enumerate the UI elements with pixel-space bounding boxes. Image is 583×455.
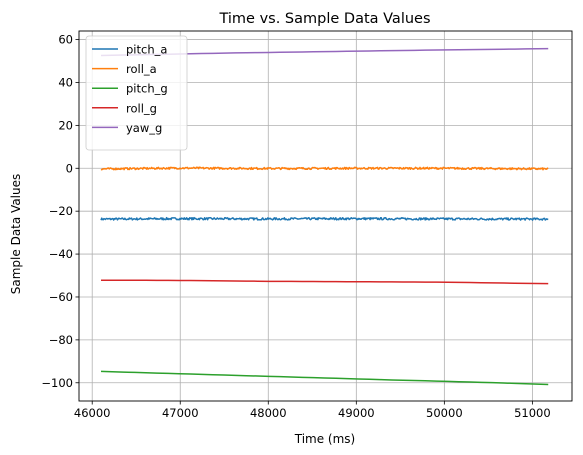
x-axis-ticks: 46000 47000 48000 49000 50000 51000 (74, 401, 551, 420)
y-axis-ticks: −100 −80 −60 −40 −20 0 20 40 60 (41, 33, 79, 390)
y-tick-label: 40 (58, 75, 73, 89)
y-tick-label: 0 (66, 161, 73, 175)
y-tick-label: 20 (58, 118, 73, 132)
legend-label-yaw_g: yaw_g (126, 121, 162, 135)
y-tick-label: 60 (58, 33, 73, 47)
x-tick-label: 49000 (338, 406, 375, 420)
y-tick-label: −100 (41, 376, 73, 390)
legend-label-pitch_g: pitch_g (126, 82, 168, 96)
series-line-pitch_g (100, 370, 549, 386)
y-tick-label: −40 (49, 247, 73, 261)
legend-label-roll_a: roll_a (126, 62, 157, 76)
chart-title: Time vs. Sample Data Values (218, 11, 430, 27)
plot-frame (78, 30, 573, 402)
series-line-roll_g (101, 279, 549, 285)
y-tick-label: −20 (49, 204, 73, 218)
legend: pitch_a roll_a pitch_g roll_g yaw_g (85, 35, 188, 151)
x-tick-label: 47000 (162, 406, 199, 420)
x-tick-label: 48000 (250, 406, 287, 420)
x-tick-label: 50000 (426, 406, 463, 420)
series-line-pitch_a (100, 216, 549, 221)
x-axis-label: Time (ms) (294, 432, 356, 446)
y-tick-label: −80 (49, 333, 73, 347)
legend-label-roll_g: roll_g (126, 101, 157, 115)
y-axis-label: Sample Data Values (9, 174, 23, 294)
series-layer (100, 47, 549, 386)
legend-box (85, 35, 188, 151)
x-tick-label: 46000 (74, 406, 111, 420)
series-line-roll_a (100, 166, 549, 171)
y-tick-label: −60 (49, 290, 73, 304)
legend-label-pitch_a: pitch_a (126, 43, 167, 57)
x-tick-label: 51000 (514, 406, 551, 420)
grid (79, 31, 572, 401)
